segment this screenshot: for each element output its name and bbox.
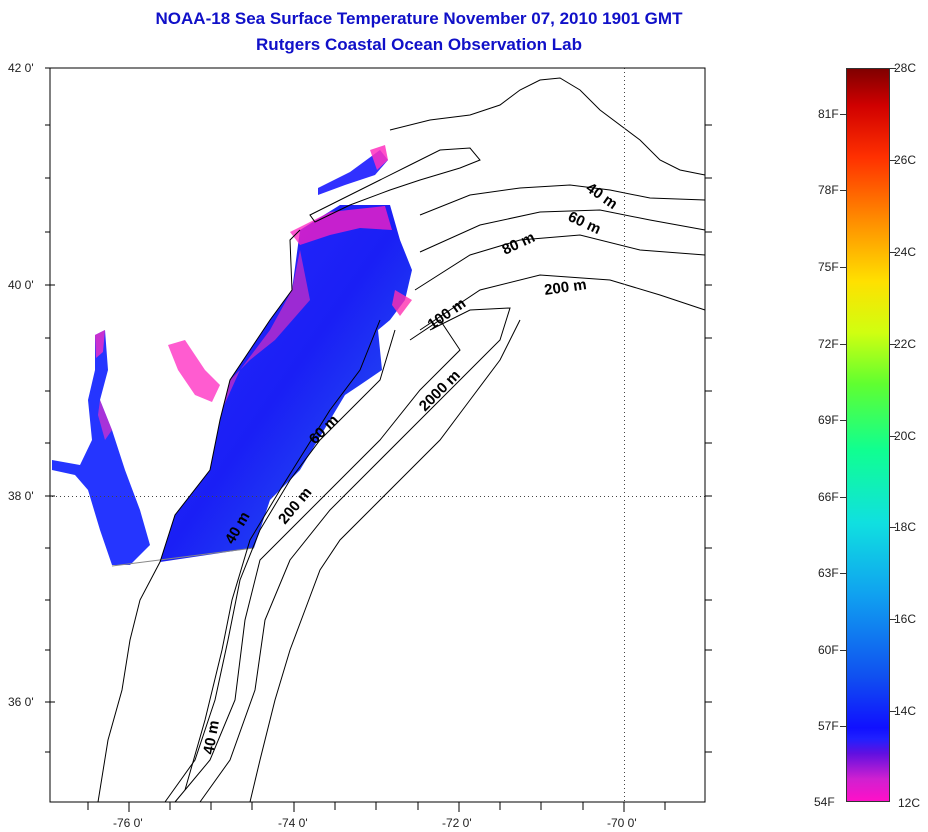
isobath-label: 60 m	[565, 208, 603, 238]
colorbar-c-label: 26C	[894, 153, 917, 167]
lat-label: 38 0'	[8, 489, 34, 503]
coastline	[97, 229, 301, 803]
colorbar-tick	[840, 573, 846, 574]
isobath-label: 40 m	[583, 179, 621, 213]
colorbar-tick	[890, 252, 896, 253]
colorbar-tick	[840, 420, 846, 421]
isobath-slope-2	[199, 307, 511, 803]
colorbar-tick	[840, 726, 846, 727]
isobath-label: 200 m	[543, 276, 587, 299]
sst-chesapeake-bay	[52, 330, 150, 565]
isobath-label: 80 m	[500, 229, 538, 259]
map-title: NOAA-18 Sea Surface Temperature November…	[155, 9, 683, 28]
colorbar-f-label: 78F	[818, 183, 839, 197]
colorbar-tick	[840, 190, 846, 191]
isobath-shelf-2	[184, 319, 381, 791]
isobath-north-3	[414, 234, 706, 291]
isobath-north-2	[419, 209, 706, 253]
colorbar-f-label: 72F	[818, 337, 839, 351]
colorbar-tick	[840, 650, 846, 651]
isobath-label: 200 m	[275, 484, 315, 528]
colorbar-tick	[840, 344, 846, 345]
colorbar-f-label: 63F	[818, 566, 839, 580]
sst-cold-nearshore	[222, 250, 310, 410]
isobath-label: 40 m	[200, 719, 223, 756]
colorbar-f-label: 66F	[818, 490, 839, 504]
colorbar-tick	[840, 114, 846, 115]
lon-label: -72 0'	[442, 816, 472, 830]
isobath-north-1	[419, 184, 706, 216]
sst-swath	[160, 205, 412, 562]
colorbar-tick	[890, 160, 896, 161]
colorbar-c-label: 14C	[894, 704, 917, 718]
sst-delaware-bay	[168, 340, 220, 402]
lon-label: -70 0'	[607, 816, 637, 830]
colorbar-c-label: 22C	[894, 337, 917, 351]
colorbar-c-label: 18C	[894, 520, 917, 534]
isobath-north-4	[419, 274, 706, 331]
sst-chesapeake-head	[95, 330, 105, 358]
colorbar-tick	[890, 619, 896, 620]
sst-long-island-sound-head	[370, 145, 388, 170]
lon-label: -76 0'	[113, 816, 143, 830]
lat-label: 42 0'	[8, 61, 34, 75]
map-subtitle: Rutgers Coastal Ocean Observation Lab	[256, 35, 582, 54]
frame-ticks	[45, 67, 712, 812]
colorbar-f-label: 81F	[818, 107, 839, 121]
colorbar-tick	[890, 344, 896, 345]
sst-chesapeake-inlet	[98, 400, 112, 440]
colorbar-f-label: 57F	[818, 719, 839, 733]
lon-label: -74 0'	[278, 816, 308, 830]
color-scale-bar	[846, 68, 890, 802]
colorbar-f-label: 69F	[818, 413, 839, 427]
isobath-deep	[249, 319, 521, 803]
graticule	[50, 68, 705, 802]
colorbar-tick	[890, 527, 896, 528]
colorbar-tick	[890, 436, 896, 437]
sst-cold-ne	[392, 290, 412, 316]
colorbar-tick	[840, 497, 846, 498]
isobath-label: 2000 m	[416, 367, 464, 415]
colorbar-tick	[890, 711, 896, 712]
map-frame	[49, 67, 706, 803]
lat-label: 40 0'	[8, 278, 34, 292]
colorbar-c-label: 20C	[894, 429, 917, 443]
colorbar-c-label: 28C	[894, 61, 917, 75]
isobath-shelf-1	[164, 329, 396, 803]
colorbar-tick	[890, 68, 896, 69]
sst-cold-edge	[290, 206, 392, 245]
isobath-slope-1	[174, 319, 461, 803]
coastline-new-england	[389, 77, 706, 176]
colorbar-f-label: 75F	[818, 260, 839, 274]
colorbar-c-label: 24C	[894, 245, 917, 259]
coastline-long-island	[309, 147, 481, 223]
colorbar-f-label: 60F	[818, 643, 839, 657]
colorbar-c-label: 16C	[894, 612, 917, 626]
swath-edge	[111, 547, 255, 567]
colorbar-tick	[840, 267, 846, 268]
sst-long-island-sound	[318, 150, 388, 195]
colorbar-f-label: 54F	[814, 795, 835, 809]
lat-label: 36 0'	[8, 695, 34, 709]
colorbar-c-label: 12C	[898, 796, 921, 810]
